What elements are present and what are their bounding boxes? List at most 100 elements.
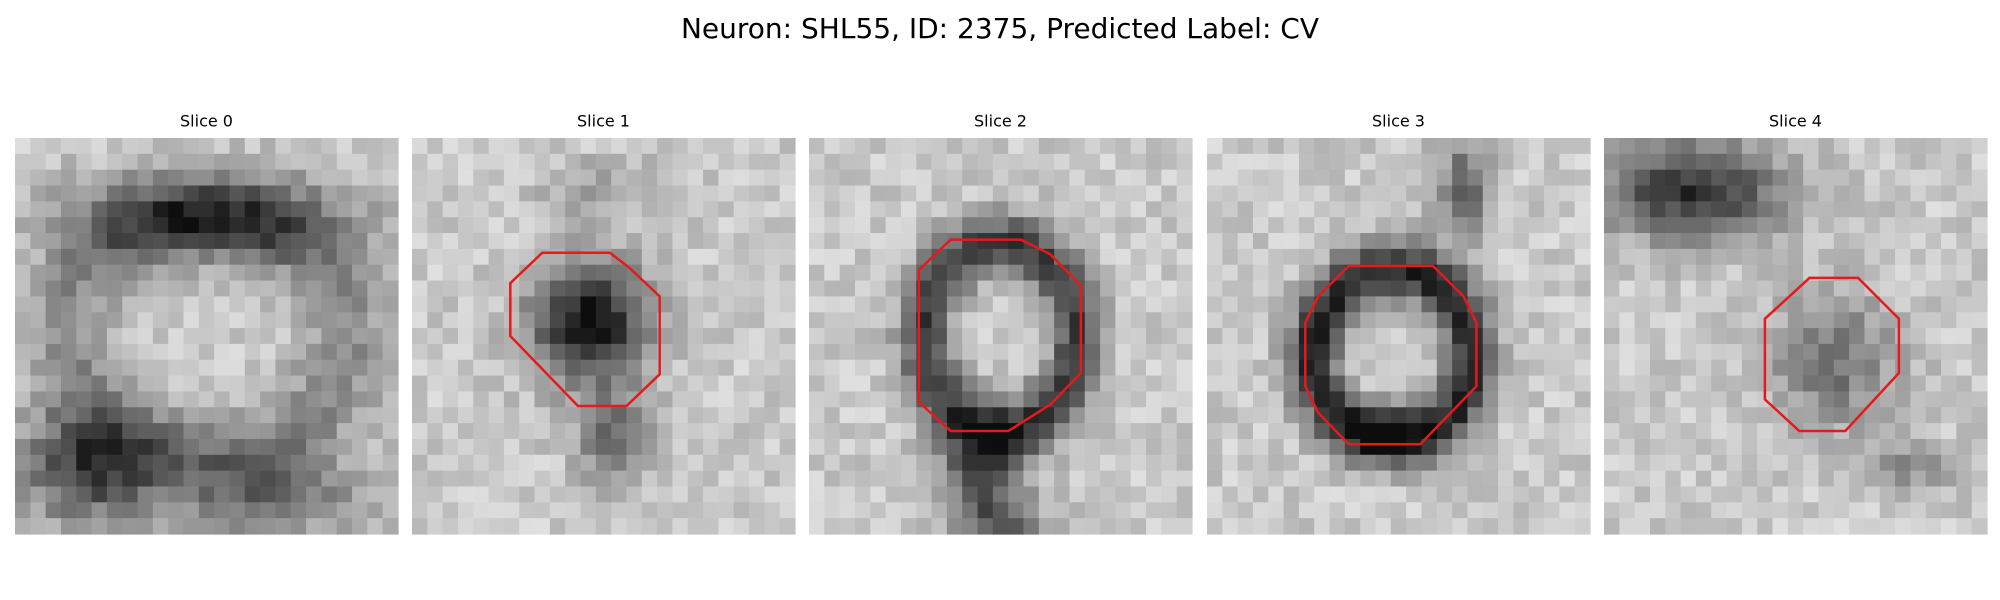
pixel — [703, 296, 719, 313]
pixel — [1528, 502, 1545, 519]
pixel — [1100, 169, 1116, 187]
pixel — [1879, 391, 1896, 408]
pixel — [1910, 201, 1927, 218]
pixel — [916, 375, 933, 393]
pixel — [1757, 233, 1774, 250]
pixel — [1544, 454, 1560, 472]
pixel — [1237, 217, 1254, 234]
pixel — [946, 280, 963, 297]
pixel — [931, 454, 948, 472]
pixel — [1452, 470, 1469, 488]
pixel — [672, 454, 689, 472]
pixel — [1100, 312, 1116, 329]
pixel — [306, 518, 322, 535]
pixel — [519, 264, 536, 282]
pixel — [1360, 153, 1377, 171]
pixel — [1665, 217, 1682, 234]
pixel — [76, 217, 93, 234]
pixel — [1513, 470, 1530, 488]
pixel — [457, 454, 474, 472]
pixel — [1130, 169, 1147, 187]
pixel — [1084, 518, 1101, 535]
pixel — [76, 423, 93, 440]
pixel — [1559, 248, 1576, 266]
pixel — [1971, 312, 1988, 329]
pixel — [198, 201, 215, 218]
pixel — [336, 438, 353, 456]
pixel — [1971, 407, 1988, 424]
panel-title: Slice 1 — [577, 112, 630, 131]
pixel — [1008, 328, 1025, 345]
pixel — [1008, 486, 1025, 503]
pixel — [1803, 328, 1820, 345]
pixel — [672, 233, 689, 250]
pixel — [244, 470, 261, 488]
pixel — [1559, 217, 1576, 234]
pixel — [229, 438, 246, 456]
pixel — [352, 359, 368, 377]
pixel — [214, 248, 231, 266]
pixel — [718, 486, 735, 503]
pixel — [1803, 486, 1820, 503]
pixel — [1375, 438, 1392, 456]
pixel — [1757, 248, 1774, 266]
pixel — [1528, 438, 1545, 456]
pixel — [824, 233, 841, 250]
pixel — [931, 391, 948, 408]
pixel — [1283, 153, 1300, 171]
pixel — [687, 233, 704, 250]
pixel — [1298, 454, 1315, 472]
pixel — [1115, 343, 1132, 361]
pixel — [290, 201, 307, 218]
pixel — [152, 391, 169, 408]
pixel — [1008, 502, 1025, 519]
pixel — [382, 470, 399, 488]
contour — [917, 238, 1083, 433]
pixel — [824, 375, 841, 393]
pixel — [1146, 264, 1162, 282]
pixel — [946, 217, 963, 234]
pixel — [336, 407, 353, 424]
pixel — [1344, 280, 1361, 297]
pixel — [1421, 359, 1438, 377]
pixel — [916, 233, 933, 250]
pixel — [457, 264, 474, 282]
pixel — [1680, 248, 1697, 266]
pixel — [382, 438, 399, 456]
pixel — [749, 343, 765, 361]
pixel — [992, 486, 1009, 503]
pixel — [580, 312, 597, 329]
pixel — [1406, 201, 1423, 218]
pixel — [885, 518, 902, 535]
pixel — [488, 280, 505, 297]
pixel — [626, 343, 643, 361]
pixel — [412, 343, 428, 361]
pixel — [275, 502, 292, 519]
pixel — [137, 518, 154, 535]
pixel — [672, 375, 689, 393]
pixel — [1818, 359, 1835, 377]
pixel — [1222, 248, 1239, 266]
pixel — [854, 217, 871, 234]
pixel — [1482, 407, 1499, 424]
pixel — [1222, 264, 1239, 282]
pixel — [839, 328, 856, 345]
pixel — [1971, 169, 1988, 187]
pixel — [1528, 486, 1545, 503]
pixel — [1130, 138, 1147, 155]
pixel — [183, 343, 200, 361]
pixel — [15, 248, 31, 266]
pixel — [718, 407, 735, 424]
pixel — [1298, 438, 1315, 456]
pixel — [565, 248, 582, 266]
pixel — [1146, 470, 1162, 488]
pixel — [1726, 264, 1743, 282]
pixel — [1146, 343, 1162, 361]
pixel — [290, 454, 307, 472]
pixel — [1344, 153, 1361, 171]
pixel — [1833, 391, 1850, 408]
pixel — [122, 233, 139, 250]
figure-title: Neuron: SHL55, ID: 2375, Predicted Label… — [681, 12, 1319, 45]
pixel — [824, 343, 841, 361]
